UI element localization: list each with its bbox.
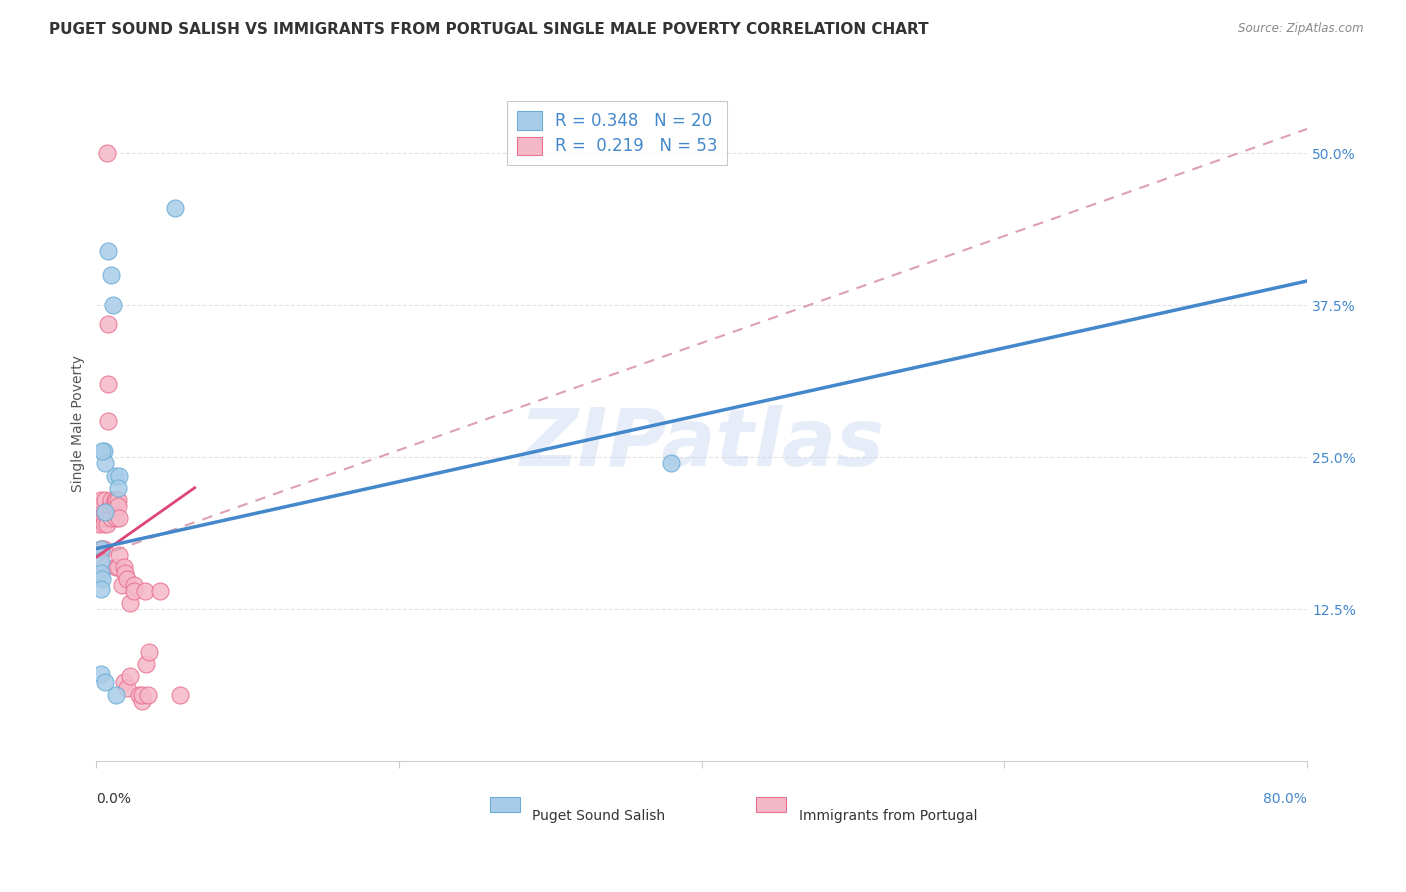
Point <box>122 584 145 599</box>
Point <box>90 566 112 580</box>
Point <box>91 444 114 458</box>
Point <box>165 201 187 215</box>
Point <box>89 499 111 513</box>
Point <box>118 669 141 683</box>
Point <box>90 511 112 525</box>
Point <box>108 511 131 525</box>
Point <box>93 517 115 532</box>
Text: 80.0%: 80.0% <box>1263 792 1308 805</box>
Point <box>97 244 120 258</box>
Point <box>107 481 129 495</box>
Point <box>112 559 135 574</box>
Point <box>90 582 112 596</box>
Point <box>97 317 120 331</box>
Text: Puget Sound Salish: Puget Sound Salish <box>533 809 665 822</box>
Y-axis label: Single Male Poverty: Single Male Poverty <box>72 355 86 492</box>
Point <box>138 645 160 659</box>
Point <box>97 414 120 428</box>
Point <box>107 499 129 513</box>
Point <box>103 468 125 483</box>
Point <box>96 517 118 532</box>
Legend: R = 0.348   N = 20, R =  0.219   N = 53: R = 0.348 N = 20, R = 0.219 N = 53 <box>506 102 727 165</box>
Point <box>91 541 114 556</box>
Point <box>94 492 117 507</box>
Point <box>111 578 134 592</box>
Point <box>93 511 115 525</box>
Point <box>103 499 125 513</box>
Point <box>89 511 111 525</box>
Point <box>112 675 135 690</box>
Point <box>90 492 112 507</box>
Text: ZIPatlas: ZIPatlas <box>519 405 884 483</box>
Point <box>149 584 172 599</box>
Point <box>93 444 115 458</box>
Point <box>107 559 129 574</box>
Point <box>114 566 136 580</box>
Point <box>94 457 117 471</box>
Text: 0.0%: 0.0% <box>97 792 131 805</box>
FancyBboxPatch shape <box>756 797 786 812</box>
Text: Immigrants from Portugal: Immigrants from Portugal <box>799 809 977 822</box>
Point <box>108 548 131 562</box>
Text: PUGET SOUND SALISH VS IMMIGRANTS FROM PORTUGAL SINGLE MALE POVERTY CORRELATION C: PUGET SOUND SALISH VS IMMIGRANTS FROM PO… <box>49 22 929 37</box>
Point <box>105 511 128 525</box>
Point <box>661 457 683 471</box>
Point <box>96 146 118 161</box>
Point <box>105 492 128 507</box>
Point <box>131 693 153 707</box>
Point <box>107 492 129 507</box>
Point <box>122 578 145 592</box>
Point <box>135 657 157 672</box>
Point <box>100 268 122 282</box>
Point <box>101 499 124 513</box>
Point <box>96 511 118 525</box>
Point <box>93 541 115 556</box>
Point <box>105 688 128 702</box>
Point <box>97 377 120 392</box>
Point <box>169 688 191 702</box>
Point <box>90 666 112 681</box>
Point <box>90 499 112 513</box>
Point <box>101 298 124 312</box>
Point <box>134 584 156 599</box>
Point <box>118 596 141 610</box>
Point <box>98 499 121 513</box>
Point <box>94 505 117 519</box>
Point <box>90 541 112 556</box>
Point <box>105 559 128 574</box>
Point <box>90 554 112 568</box>
Point <box>94 675 117 690</box>
Point <box>103 492 125 507</box>
Point <box>93 559 115 574</box>
Point <box>90 541 112 556</box>
Point <box>115 681 138 696</box>
Text: Source: ZipAtlas.com: Source: ZipAtlas.com <box>1239 22 1364 36</box>
Point <box>136 688 159 702</box>
Point <box>89 517 111 532</box>
Point <box>128 688 150 702</box>
Point <box>100 511 122 525</box>
Point <box>131 688 153 702</box>
Point <box>100 492 122 507</box>
Point <box>94 505 117 519</box>
FancyBboxPatch shape <box>489 797 520 812</box>
Point <box>108 468 131 483</box>
Point <box>115 572 138 586</box>
Point <box>91 572 114 586</box>
